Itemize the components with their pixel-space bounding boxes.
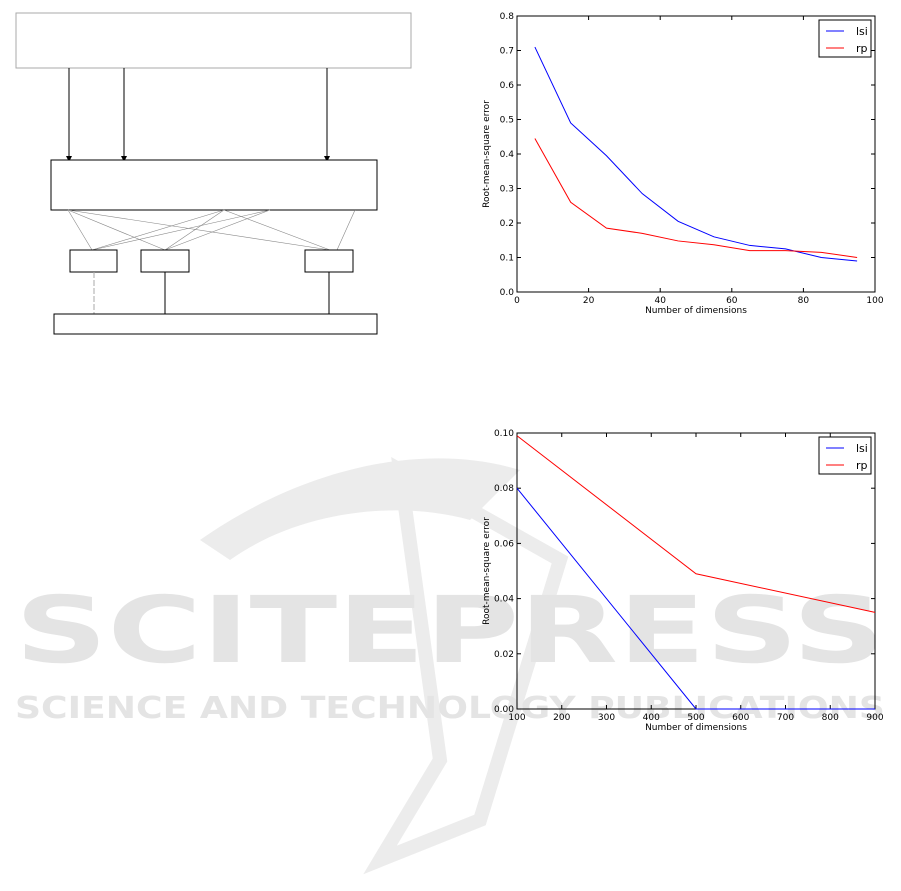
x-tick-label: 200 [553, 713, 570, 723]
legend-label-lsi: lsi [856, 442, 868, 455]
y-tick-label: 0.3 [500, 185, 514, 195]
watermark-logo-text: SCITEPRESS [15, 577, 885, 684]
connection-lines [67, 209, 356, 251]
y-tick-label: 0.10 [494, 429, 514, 439]
series-line-rp [516, 435, 876, 613]
chart-rmse-high-dims: 100 200 300 400 500 600 700 800 900 0.00 0.02 0.04 0… [482, 429, 884, 733]
y-tick-label: 0.06 [494, 539, 514, 549]
y-tick-label: 0.04 [494, 595, 514, 605]
y-axis-label: Root-mean-square error [482, 100, 492, 208]
y-tick-label: 0.2 [500, 219, 514, 229]
x-tick-label: 600 [732, 713, 749, 723]
x-tick-label: 60 [726, 296, 738, 306]
x-tick-label: 500 [687, 713, 704, 723]
x-tick-label: 900 [866, 713, 883, 723]
node-box-1 [69, 249, 118, 273]
y-tick-label: 0.00 [494, 705, 514, 715]
middle-box [50, 159, 378, 211]
series-line-rp [534, 138, 858, 258]
x-tick-label: 40 [654, 296, 666, 306]
x-tick-label: 300 [598, 713, 615, 723]
y-tick-label: 0.7 [500, 47, 514, 57]
y-tick-label: 0.5 [500, 116, 514, 126]
x-tick-label: 400 [643, 713, 660, 723]
x-axis-label: Number of dimensions [645, 723, 747, 733]
watermark: SCITEPRESS SCIENCE AND TECHNOLOGY PUBLIC… [15, 456, 885, 875]
series-line-lsi [516, 487, 875, 710]
architecture-diagram [15, 12, 412, 335]
x-tick-label: 700 [777, 713, 794, 723]
node-box-3 [304, 249, 354, 273]
legend-label-rp: rp [856, 42, 868, 55]
series-line-lsi [534, 46, 858, 262]
x-tick-label: 100 [508, 713, 525, 723]
y-tick-label: 0.02 [494, 650, 514, 660]
x-tick-label: 100 [866, 296, 883, 306]
bottom-box [53, 313, 378, 335]
watermark-shape-icon [363, 456, 569, 875]
y-tick-label: 0.6 [500, 81, 515, 91]
x-axis-label: Number of dimensions [645, 306, 747, 316]
y-tick-label: 0.0 [500, 288, 515, 298]
legend [818, 19, 872, 58]
legend-label-rp: rp [856, 459, 868, 472]
y-axis-label: Root-mean-square error [482, 517, 492, 625]
y-tick-label: 0.08 [494, 484, 514, 494]
x-tick-label: 800 [822, 713, 839, 723]
legend-label-lsi: lsi [856, 25, 868, 38]
y-tick-label: 0.8 [500, 12, 515, 22]
legend [818, 436, 872, 475]
top-box [15, 12, 412, 69]
x-tick-label: 0 [514, 296, 520, 306]
x-tick-label: 20 [583, 296, 595, 306]
y-tick-label: 0.4 [500, 150, 515, 160]
chart-rmse-low-dims: 0 20 40 60 80 100 0.0 0.1 0.2 0.3 0.4 0.5 0.6 0.7 0.8 N… [482, 12, 884, 316]
watermark-swoosh-icon [200, 458, 520, 560]
x-tick-label: 80 [798, 296, 810, 306]
node-box-2 [140, 249, 190, 273]
y-tick-label: 0.1 [500, 254, 514, 264]
